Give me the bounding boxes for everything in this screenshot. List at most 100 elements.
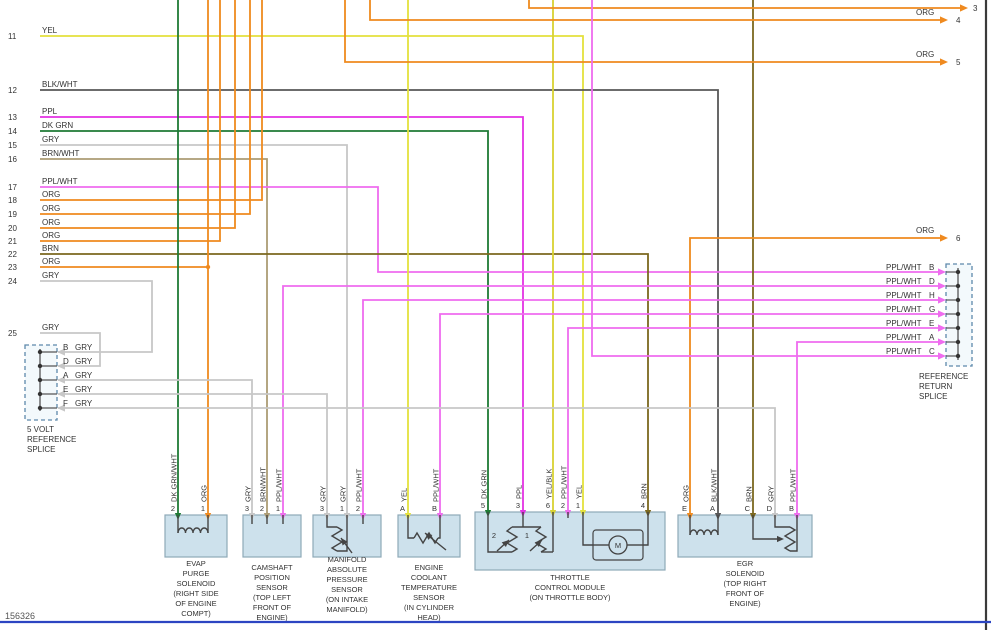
wire-color-label-vertical: GRY [319,486,328,502]
component-caption-line: ENGINE) [729,599,761,608]
wire-arrow [938,352,946,360]
pin-id: B [789,504,794,513]
junction-dot [955,353,961,359]
component-caption-line: (ON THROTTLE BODY) [529,593,611,602]
wire-arrow [57,404,65,412]
wire-arrow [938,268,946,276]
wire-color-label-vertical: GRY [244,486,253,502]
wire-arrow [57,390,65,398]
component-caption-line: FRONT OF [726,589,765,598]
splice-pin-color: PPL/WHT [886,291,922,300]
component-caption-line: (TOP RIGHT [723,579,766,588]
splice-pin-letter: B [63,343,68,352]
wire-color-label-vertical: BRN/WHT [259,467,268,502]
row-color-label: ORG [42,190,60,199]
wire-ref-splice-A [796,341,941,515]
wire-color-label-vertical: PPL/WHT [789,468,798,502]
component-caption-line: CONTROL MODULE [535,583,606,592]
row-number: 24 [8,277,17,286]
wire-color-label-vertical: GRY [339,486,348,502]
wire-row-15 [40,144,348,515]
wire-color-label-vertical: PPL/WHT [432,468,441,502]
pin-id: 3 [245,504,249,513]
wire-row-25 [40,332,101,367]
pin-id: 2 [260,504,264,513]
splice-title-line: SPLICE [27,445,55,454]
wire-arrow [341,538,348,546]
splice-pin-letter: B [929,263,934,272]
wire-color-label-vertical: YEL [575,485,584,499]
row-number: 18 [8,196,17,205]
component-caption-line: OF ENGINE [175,599,216,608]
component-caption-line: SENSOR [331,585,363,594]
row-color-label: ORG [42,257,60,266]
row-color-label: ORG [42,218,60,227]
junction-dot [37,405,43,411]
wire-row-14 [40,130,489,512]
wire-color-label-vertical: PPL [515,485,524,499]
pin-id: 4 [641,501,645,510]
pin-id: 2 [356,504,360,513]
exit-color-label: ORG [916,50,934,59]
splice-pin-letter: D [63,357,69,366]
row-color-label: DK GRN [42,121,73,130]
component-caption-line: HEAD) [417,613,441,622]
component-caption-line: SOLENOID [726,569,765,578]
wire-ref-splice-D [282,285,941,515]
component-caption-line: MANIFOLD) [326,605,368,614]
row-number: 16 [8,155,17,164]
wire-arrow [938,296,946,304]
row-color-label: GRY [42,323,60,332]
junction-dot [955,311,961,317]
splice-title-line: RETURN [919,382,953,391]
wire-arrow [938,324,946,332]
pin-id: B [432,504,437,513]
junction-dot [955,339,961,345]
splice-title-line: SPLICE [919,392,947,401]
row-number: 25 [8,329,17,338]
exit-number: 5 [956,58,961,67]
component-caption-line: ENGINE) [256,613,288,622]
splice-pin-letter: H [929,291,935,300]
exit-color-label: ORG [916,8,934,17]
wire-row-18 [40,0,263,201]
wire-arrow [777,535,784,543]
symbol-path [582,512,593,546]
wire-row-16 [40,158,268,515]
component-caption-line: FRONT OF [253,603,292,612]
row-number: 23 [8,263,17,272]
component-caption-line: PURGE [183,569,210,578]
junction-dot [955,283,961,289]
wire-exit-5 [344,0,941,63]
wire-color-label-vertical: ORG [682,485,691,502]
component-caption-line: ABSOLUTE [327,565,367,574]
component-caption-line: MANIFOLD [328,555,367,564]
figure-number: 156326 [5,611,36,621]
exit-number: 3 [973,4,978,13]
pin-id: E [682,504,687,513]
wire-exit-3 [528,0,962,9]
row-color-label: GRY [42,271,60,280]
splice-pin-letter: G [929,305,935,314]
pin-id: 3 [320,504,324,513]
wire-row-22 [40,253,649,512]
splice-pin-color: GRY [75,357,93,366]
splice-pin-color: PPL/WHT [886,347,922,356]
wire-color-label-vertical: GRY [767,486,776,502]
pin-id: 5 [481,501,485,510]
wire-color-label-vertical: YEL/BLK [545,469,554,499]
junction-dot [37,377,43,383]
wire-arrow [501,540,509,548]
wire-arrow [57,362,65,370]
component-caption-line: TEMPERATURE [401,583,457,592]
wire-arrow [938,282,946,290]
wire-ref-splice-C [591,0,941,357]
symbol-path [790,515,798,552]
wire-ref-splice-G [439,313,941,515]
component-caption-line: COMPT) [181,609,211,618]
junction-dot [955,325,961,331]
splice-pin-color: PPL/WHT [886,333,922,342]
symbol-path [326,515,337,528]
splice-pin-letter: E [63,385,68,394]
